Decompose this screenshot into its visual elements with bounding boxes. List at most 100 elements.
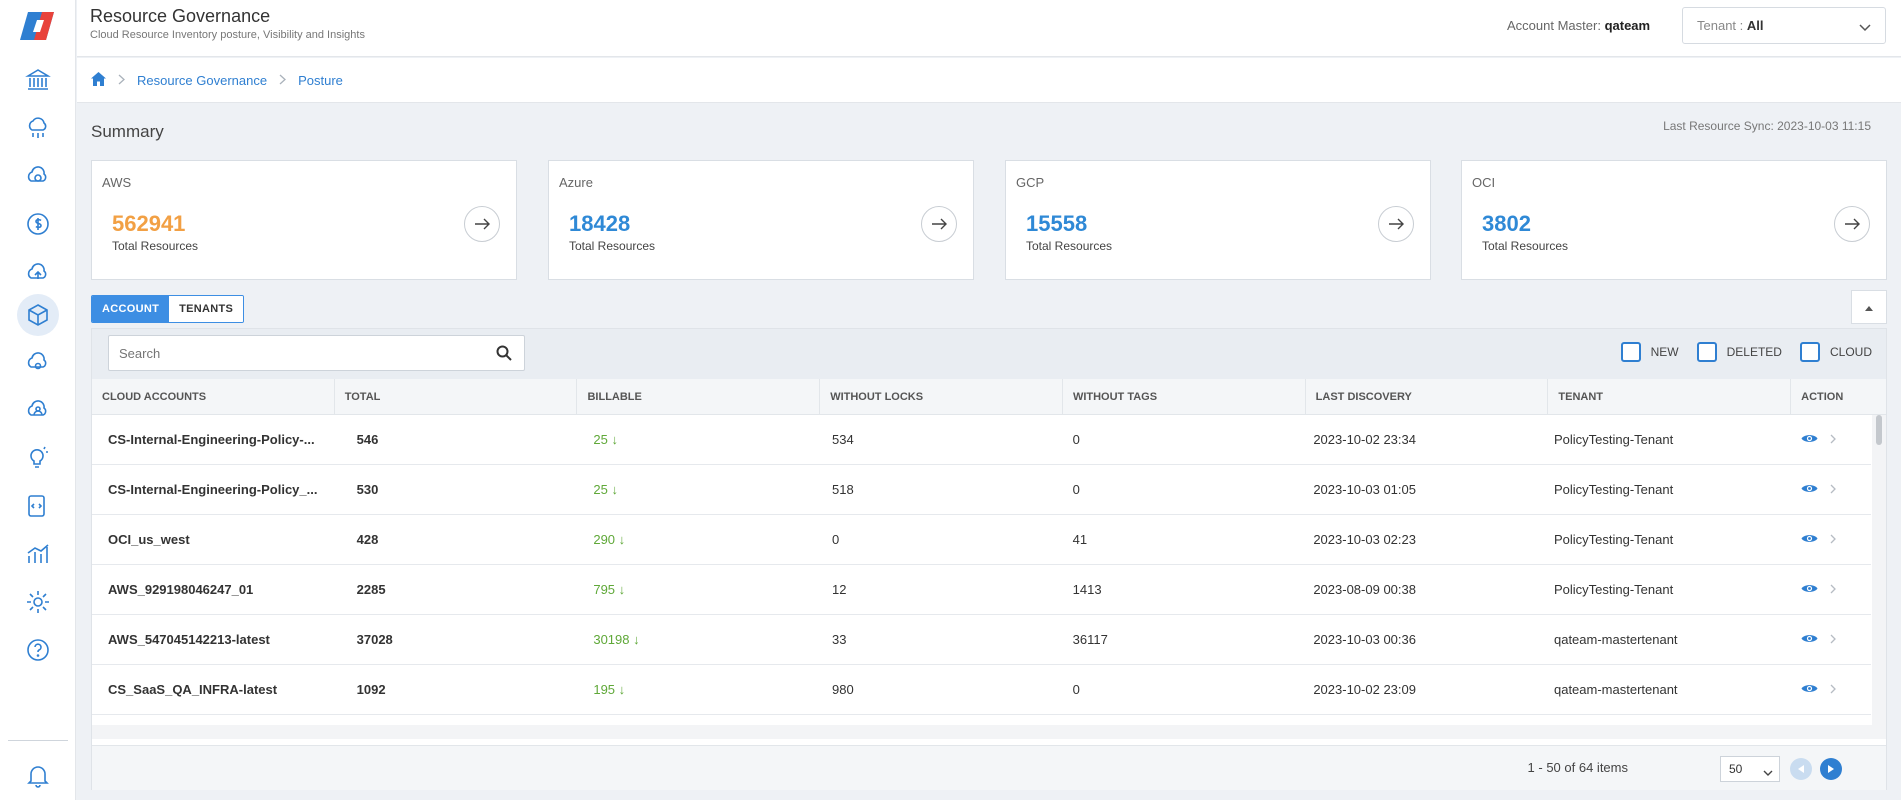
cell-account[interactable]: CS_SaaS_QA_INFRA-latest — [108, 682, 278, 697]
cell-action — [1777, 532, 1871, 547]
cell-total: 428 — [356, 532, 379, 547]
chevron-right-icon[interactable] — [1830, 582, 1836, 597]
breadcrumb-resource-governance[interactable]: Resource Governance — [137, 73, 268, 88]
app-logo[interactable] — [18, 10, 60, 42]
breadcrumb-posture[interactable]: Posture — [298, 73, 343, 88]
deleted-checkbox[interactable] — [1696, 342, 1717, 362]
column-header: ACTION — [1801, 391, 1844, 403]
search-icon[interactable] — [496, 345, 512, 366]
table-row[interactable]: AWS_929198046247_01 2285 795 ↓ 12 1413 2… — [92, 565, 1871, 615]
new-checkbox[interactable] — [1620, 342, 1641, 362]
previous-page-button[interactable] — [1790, 758, 1812, 780]
cell-last-discovery: 2023-10-03 01:05 — [1313, 482, 1416, 497]
dollar-icon[interactable] — [24, 210, 52, 238]
home-icon[interactable] — [91, 72, 106, 89]
new-filter[interactable]: NEW — [1620, 342, 1679, 362]
page-size-value: 50 — [1729, 762, 1743, 776]
cell-last-discovery: 2023-10-03 00:36 — [1313, 632, 1416, 647]
gear-icon[interactable] — [24, 588, 52, 616]
chevron-right-icon[interactable] — [1830, 482, 1836, 497]
cell-without-tags: 36117 — [1072, 632, 1108, 647]
cloud-sync-icon[interactable] — [24, 162, 52, 190]
cell-account[interactable]: OCI_us_west — [108, 532, 190, 547]
cloud-upload-icon[interactable] — [24, 258, 52, 286]
bank-icon[interactable] — [24, 66, 52, 94]
filter-bar: NEW DELETED CLOUD — [92, 329, 1886, 379]
page-size-select[interactable]: 50 — [1720, 756, 1780, 782]
cell-billable: 30198 ↓ — [573, 632, 814, 647]
arrow-right-icon[interactable] — [1378, 206, 1414, 242]
tenant-select[interactable]: Tenant : All — [1682, 7, 1886, 44]
eye-icon[interactable] — [1801, 432, 1818, 447]
cell-billable: 195 ↓ — [573, 682, 814, 697]
tenants-tab[interactable]: TENANTS — [169, 296, 244, 322]
cloud-settings-icon[interactable] — [24, 348, 52, 376]
card-value: 18428 — [569, 211, 631, 236]
scrollbar-thumb[interactable] — [1876, 415, 1882, 445]
bar-chart-icon[interactable] — [24, 540, 52, 568]
column-header[interactable]: CLOUD ACCOUNTS — [92, 379, 335, 415]
cell-account[interactable]: AWS_929198046247_01 — [108, 582, 254, 597]
arrow-right-icon[interactable] — [921, 206, 957, 242]
cell-account[interactable]: AWS_547045142213-latest — [108, 632, 270, 647]
table-row[interactable]: CS-Internal-Engineering-Policy_... 530 2… — [92, 465, 1871, 515]
cell-without-locks: 980 — [832, 682, 854, 697]
arrow-right-icon[interactable] — [464, 206, 500, 242]
eye-icon[interactable] — [1801, 532, 1818, 547]
column-header[interactable]: LAST DISCOVERY — [1306, 379, 1549, 415]
code-file-icon[interactable] — [24, 492, 52, 520]
cloud-filter[interactable]: CLOUD — [1799, 342, 1872, 362]
cell-action — [1777, 482, 1871, 497]
arrow-down-icon: ↓ — [611, 482, 618, 497]
chevron-right-icon[interactable] — [1830, 532, 1836, 547]
cell-action — [1777, 582, 1871, 597]
table-row[interactable]: CS-Internal-Engineering-Policy-... 546 2… — [92, 415, 1871, 465]
cell-tenant: PolicyTesting-Tenant — [1553, 432, 1674, 447]
horizontal-scrollbar[interactable] — [92, 725, 1886, 739]
tenant-value: All — [1746, 18, 1764, 33]
sidebar-divider — [8, 740, 68, 741]
column-header[interactable]: TENANT — [1548, 379, 1792, 415]
cloud-network-icon[interactable] — [24, 114, 52, 142]
cell-account[interactable]: CS-Internal-Engineering-Policy-... — [108, 432, 315, 447]
help-icon[interactable] — [24, 636, 52, 664]
column-header[interactable]: TOTAL — [335, 379, 578, 415]
collapse-button[interactable] — [1851, 290, 1887, 324]
chevron-right-icon[interactable] — [1830, 682, 1836, 697]
account-master: Account Master: qateam — [1507, 18, 1650, 33]
eye-icon[interactable] — [1801, 582, 1818, 597]
chevron-right-icon[interactable] — [1830, 632, 1836, 647]
cell-tenant: PolicyTesting-Tenant — [1553, 582, 1674, 597]
cell-without-locks: 33 — [832, 632, 847, 647]
next-page-button[interactable] — [1820, 758, 1842, 780]
billable-value: 30198 — [593, 632, 630, 647]
cell-last-discovery: 2023-08-09 00:38 — [1313, 582, 1416, 597]
arrow-down-icon: ↓ — [618, 682, 626, 697]
arrow-right-icon[interactable] — [1834, 206, 1870, 242]
chevron-down-icon — [1763, 765, 1773, 779]
table-row[interactable]: CS_SaaS_QA_INFRA-latest 1092 195 ↓ 980 0… — [92, 665, 1871, 715]
cube-icon[interactable] — [17, 294, 59, 336]
column-header[interactable]: WITHOUT LOCKS — [820, 379, 1063, 415]
chevron-right-icon[interactable] — [1830, 432, 1836, 447]
column-header[interactable]: BILLABLE — [577, 379, 821, 415]
new-label: NEW — [1650, 345, 1679, 359]
cell-total: 37028 — [356, 632, 393, 647]
eye-icon[interactable] — [1801, 632, 1818, 647]
cell-tenant: PolicyTesting-Tenant — [1553, 482, 1674, 497]
cloud-checkbox[interactable] — [1799, 342, 1820, 362]
cell-account[interactable]: CS-Internal-Engineering-Policy_... — [108, 482, 318, 497]
cell-action — [1777, 682, 1871, 697]
cloud-user-icon[interactable] — [24, 396, 52, 424]
search-input[interactable] — [109, 336, 479, 370]
bell-icon[interactable] — [24, 762, 52, 790]
table-row[interactable]: OCI_us_west 428 290 ↓ 0 41 2023-10-03 02… — [92, 515, 1871, 565]
lightbulb-icon[interactable] — [24, 444, 52, 472]
eye-icon[interactable] — [1801, 682, 1818, 697]
table-row[interactable]: AWS_547045142213-latest 37028 30198 ↓ 33… — [92, 615, 1871, 665]
vertical-scrollbar[interactable] — [1872, 415, 1886, 725]
account-tab[interactable]: ACCOUNT — [92, 296, 170, 322]
deleted-filter[interactable]: DELETED — [1696, 342, 1782, 362]
eye-icon[interactable] — [1801, 482, 1818, 497]
column-header[interactable]: WITHOUT TAGS — [1063, 379, 1306, 415]
